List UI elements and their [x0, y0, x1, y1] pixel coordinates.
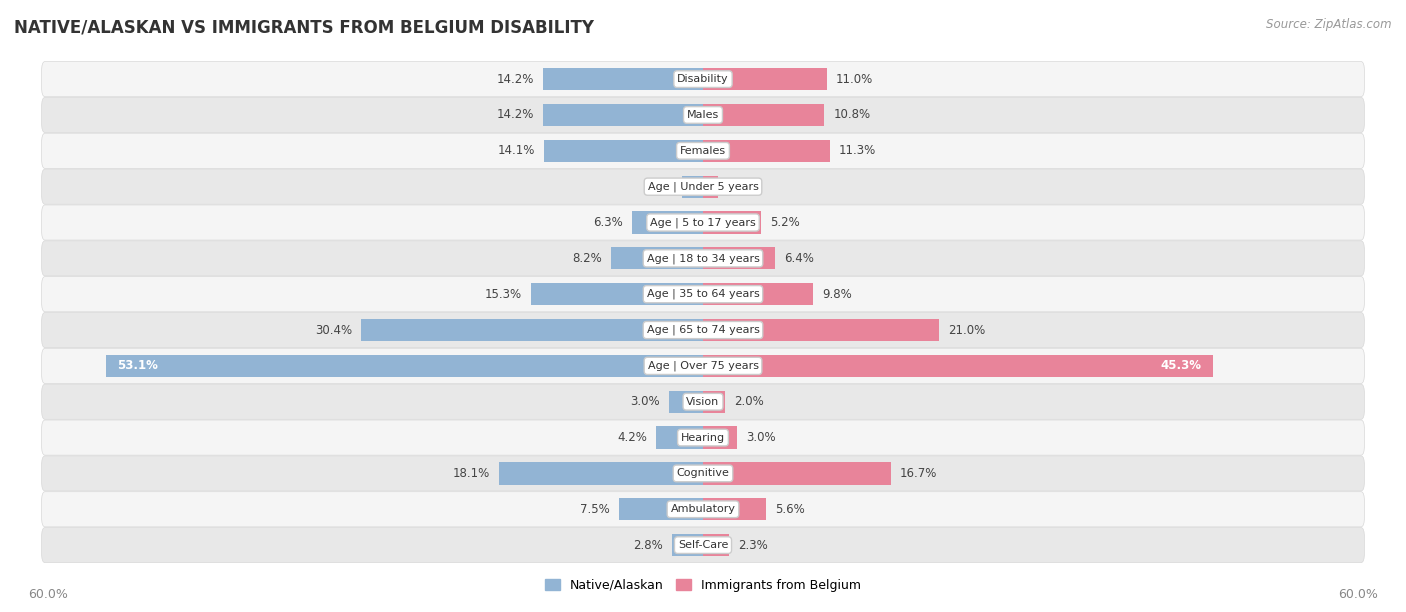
- Bar: [610, 247, 703, 269]
- Bar: [703, 534, 728, 556]
- Text: Age | 65 to 74 years: Age | 65 to 74 years: [647, 325, 759, 335]
- Text: 2.3%: 2.3%: [738, 539, 768, 551]
- Bar: [619, 498, 703, 520]
- FancyBboxPatch shape: [42, 241, 1364, 276]
- Bar: [633, 211, 703, 234]
- Text: 11.3%: 11.3%: [839, 144, 876, 157]
- Text: 14.1%: 14.1%: [498, 144, 536, 157]
- Text: Disability: Disability: [678, 74, 728, 84]
- Text: 1.9%: 1.9%: [643, 180, 672, 193]
- Text: 30.4%: 30.4%: [315, 324, 352, 337]
- FancyBboxPatch shape: [42, 420, 1364, 455]
- Bar: [543, 104, 703, 126]
- Bar: [672, 534, 703, 556]
- Bar: [703, 283, 813, 305]
- Bar: [703, 390, 725, 413]
- Text: 3.0%: 3.0%: [631, 395, 661, 408]
- Bar: [543, 68, 703, 90]
- Text: Self-Care: Self-Care: [678, 540, 728, 550]
- FancyBboxPatch shape: [42, 205, 1364, 240]
- Bar: [682, 176, 703, 198]
- Bar: [105, 355, 703, 377]
- Text: Females: Females: [681, 146, 725, 156]
- Text: 6.4%: 6.4%: [785, 252, 814, 265]
- Text: 2.0%: 2.0%: [734, 395, 765, 408]
- Text: Vision: Vision: [686, 397, 720, 407]
- Text: 53.1%: 53.1%: [117, 359, 157, 372]
- FancyBboxPatch shape: [42, 133, 1364, 168]
- Text: Ambulatory: Ambulatory: [671, 504, 735, 514]
- Text: 2.8%: 2.8%: [633, 539, 662, 551]
- Bar: [703, 211, 762, 234]
- Text: 8.2%: 8.2%: [572, 252, 602, 265]
- Bar: [361, 319, 703, 341]
- Text: 6.3%: 6.3%: [593, 216, 623, 229]
- Text: 15.3%: 15.3%: [485, 288, 522, 300]
- Text: 14.2%: 14.2%: [496, 73, 534, 86]
- Bar: [669, 390, 703, 413]
- FancyBboxPatch shape: [42, 97, 1364, 133]
- Bar: [655, 427, 703, 449]
- Bar: [703, 427, 737, 449]
- Text: 16.7%: 16.7%: [900, 467, 938, 480]
- Text: 5.2%: 5.2%: [770, 216, 800, 229]
- Text: 60.0%: 60.0%: [28, 588, 67, 601]
- Text: 7.5%: 7.5%: [579, 503, 610, 516]
- Text: 11.0%: 11.0%: [835, 73, 873, 86]
- FancyBboxPatch shape: [42, 528, 1364, 562]
- Bar: [703, 498, 766, 520]
- Text: Age | Over 75 years: Age | Over 75 years: [648, 360, 758, 371]
- Text: 3.0%: 3.0%: [745, 431, 775, 444]
- Legend: Native/Alaskan, Immigrants from Belgium: Native/Alaskan, Immigrants from Belgium: [540, 574, 866, 597]
- Text: Age | 18 to 34 years: Age | 18 to 34 years: [647, 253, 759, 264]
- Text: Source: ZipAtlas.com: Source: ZipAtlas.com: [1267, 18, 1392, 31]
- Text: Cognitive: Cognitive: [676, 468, 730, 479]
- Text: 10.8%: 10.8%: [834, 108, 870, 121]
- Text: 18.1%: 18.1%: [453, 467, 491, 480]
- Bar: [703, 176, 717, 198]
- Text: 9.8%: 9.8%: [823, 288, 852, 300]
- Text: 21.0%: 21.0%: [948, 324, 986, 337]
- Bar: [499, 462, 703, 485]
- FancyBboxPatch shape: [42, 277, 1364, 312]
- Text: 1.3%: 1.3%: [727, 180, 756, 193]
- Bar: [544, 140, 703, 162]
- Bar: [703, 140, 830, 162]
- Bar: [703, 319, 939, 341]
- FancyBboxPatch shape: [42, 62, 1364, 97]
- FancyBboxPatch shape: [42, 169, 1364, 204]
- FancyBboxPatch shape: [42, 313, 1364, 348]
- Text: Age | 35 to 64 years: Age | 35 to 64 years: [647, 289, 759, 299]
- Text: 4.2%: 4.2%: [617, 431, 647, 444]
- FancyBboxPatch shape: [42, 491, 1364, 527]
- Bar: [531, 283, 703, 305]
- Text: 45.3%: 45.3%: [1160, 359, 1201, 372]
- FancyBboxPatch shape: [42, 348, 1364, 384]
- Bar: [703, 104, 824, 126]
- Bar: [703, 462, 891, 485]
- Bar: [703, 247, 775, 269]
- Text: Males: Males: [688, 110, 718, 120]
- FancyBboxPatch shape: [42, 384, 1364, 419]
- Text: 60.0%: 60.0%: [1339, 588, 1378, 601]
- Text: Hearing: Hearing: [681, 433, 725, 442]
- Text: 5.6%: 5.6%: [775, 503, 804, 516]
- FancyBboxPatch shape: [42, 456, 1364, 491]
- Text: NATIVE/ALASKAN VS IMMIGRANTS FROM BELGIUM DISABILITY: NATIVE/ALASKAN VS IMMIGRANTS FROM BELGIU…: [14, 18, 595, 36]
- Text: 14.2%: 14.2%: [496, 108, 534, 121]
- Text: Age | 5 to 17 years: Age | 5 to 17 years: [650, 217, 756, 228]
- Bar: [703, 68, 827, 90]
- Bar: [703, 355, 1212, 377]
- Text: Age | Under 5 years: Age | Under 5 years: [648, 181, 758, 192]
